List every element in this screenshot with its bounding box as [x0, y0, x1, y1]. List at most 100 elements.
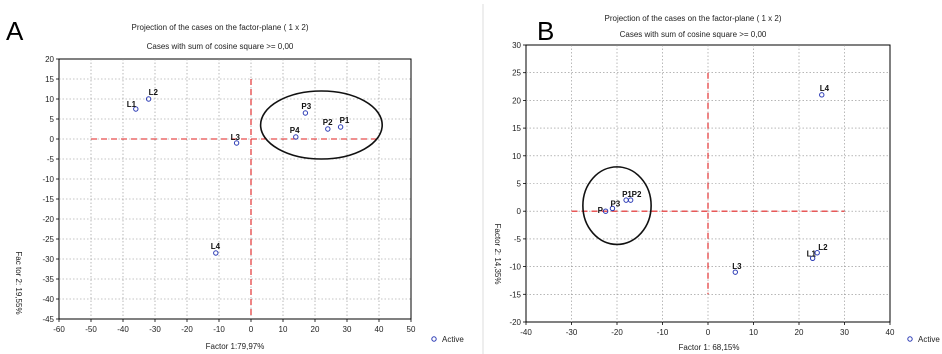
- panel-b: B Projection of the cases on the factor-…: [482, 4, 940, 354]
- panel-a-y-tick-label: -40: [42, 295, 54, 304]
- panel-a-point-p1: [337, 124, 344, 130]
- panel-a-y-tick-label: -35: [42, 275, 54, 284]
- panel-a-x-tick-label: 40: [375, 325, 384, 334]
- panel-b-y-tick-label: 10: [512, 152, 521, 161]
- panel-b-point-label-l3: L3: [732, 262, 742, 271]
- panel-a-y-tick-label: -25: [42, 235, 54, 244]
- panel-b-x-tick-label: -30: [566, 328, 578, 337]
- panel-a-x-tick-label: 0: [249, 325, 254, 334]
- panel-a-x-tick-label: -60: [53, 325, 65, 334]
- panel-b-point-label-p2: P2: [632, 190, 642, 199]
- panel-b-legend: Active: [907, 335, 940, 344]
- panel-a-point-label-p3: P3: [301, 102, 311, 111]
- panel-a-y-tick-label: 0: [50, 135, 55, 144]
- panel-a-y-tick-label: 5: [50, 115, 55, 124]
- panel-b-letter: B: [537, 16, 554, 46]
- panel-a-point-p2: [325, 126, 331, 132]
- panel-b-x-tick-label: 40: [886, 328, 895, 337]
- panel-b-point-p: [602, 208, 609, 214]
- panel-a-point-l3: [233, 140, 240, 146]
- panel-b-x-tick-label: 0: [706, 328, 711, 337]
- panel-b-y-tick-label: -5: [514, 235, 522, 244]
- panel-b-point-label-p: P: [598, 206, 604, 215]
- panel-b-x-tick-label: -20: [611, 328, 623, 337]
- panel-b-point-p2: [627, 197, 634, 203]
- panel-a-point-label-l3: L3: [231, 133, 241, 142]
- panel-b-y-tick-label: 0: [517, 207, 522, 216]
- panel-a-x-tick-label: 50: [407, 325, 416, 334]
- panel-a-legend-label: Active: [442, 335, 464, 344]
- panel-a-point-label-p1: P1: [340, 116, 350, 125]
- panel-b-y-tick-label: 30: [512, 41, 521, 50]
- panel-b-x-tick-label: -10: [657, 328, 669, 337]
- panel-a-y-tick-label: 20: [45, 55, 54, 64]
- panel-a-y-tick-label: -30: [42, 255, 54, 264]
- panel-a-group-ellipse: [259, 90, 384, 160]
- panel-a-y-axis-label: Fac tor 2: 19,55%: [14, 251, 23, 314]
- panel-a-x-tick-label: -20: [181, 325, 193, 334]
- panel-a-x-tick-label: -30: [149, 325, 161, 334]
- panel-a-y-tick-label: -45: [42, 315, 54, 324]
- panel-a-x-tick-label: 20: [311, 325, 320, 334]
- panel-b-group-ellipse: [582, 166, 652, 246]
- panel-b-reference-lines: [571, 72, 845, 295]
- panel-a-x-tick-label: 30: [343, 325, 352, 334]
- panel-a: A Projection of the cases on the factor-…: [6, 16, 464, 351]
- panel-a-point-l1: [133, 106, 139, 112]
- panel-b-tick-labels: -40 -30 -20 -10 0 10 20 30 40 -20 -15 -10 -5 0 5 10 15 20…: [509, 41, 895, 337]
- panel-a-x-axis-label: Factor 1:79,97%: [206, 342, 265, 351]
- panel-b-point-l2: [814, 250, 820, 256]
- panel-b-x-tick-label: -40: [520, 328, 532, 337]
- panel-b-point-l1: [809, 255, 816, 261]
- panel-a-point-l2: [145, 96, 152, 102]
- panel-b-x-tick-label: 30: [840, 328, 849, 337]
- panel-b-y-tick-label: 20: [512, 96, 521, 105]
- panel-b-x-axis-label: Factor 1: 68,15%: [679, 343, 740, 352]
- panel-b-y-tick-label: 15: [512, 124, 521, 133]
- panel-a-x-tick-label: -10: [213, 325, 225, 334]
- panel-b-y-tick-label: -15: [509, 290, 521, 299]
- panel-a-point-label-l1: L1: [127, 100, 137, 109]
- panel-a-legend: Active: [431, 335, 464, 344]
- panel-a-x-tick-label: -40: [117, 325, 129, 334]
- panel-a-point-label-p2: P2: [323, 118, 333, 127]
- panel-a-y-tick-label: -5: [47, 155, 55, 164]
- panel-a-reference-lines: [91, 79, 384, 319]
- panel-a-points: L1 L2 L3 L4 P1 P2 P3 P4: [127, 88, 350, 256]
- panel-a-legend-marker: [431, 336, 437, 342]
- panel-a-point-l4: [213, 250, 219, 256]
- panel-b-y-tick-label: 25: [512, 69, 521, 78]
- panel-a-point-p3: [302, 110, 309, 116]
- panel-a-point-p4: [293, 134, 299, 140]
- panel-a-subtitle: Cases with sum of cosine square >= 0,00: [147, 42, 294, 51]
- panel-b-legend-marker: [907, 336, 913, 342]
- panel-a-title: Projection of the cases on the factor-pl…: [132, 23, 309, 32]
- panel-a-y-tick-label: 10: [45, 95, 54, 104]
- panel-b-point-p3: [609, 205, 616, 212]
- panel-a-point-label-l2: L2: [149, 88, 159, 97]
- panel-a-plot-frame: [58, 58, 412, 320]
- panel-b-point-label-p3: P3: [610, 199, 620, 208]
- panel-b-x-tick-label: 10: [749, 328, 758, 337]
- panel-b-y-axis-label: Factor 2: 14,35%: [493, 224, 502, 285]
- panel-b-point-l3: [732, 269, 738, 275]
- panel-a-x-tick-label: -50: [85, 325, 97, 334]
- panel-b-y-tick-label: 5: [517, 180, 522, 189]
- panel-a-point-label-p4: P4: [290, 126, 300, 135]
- panel-b-x-tick-label: 20: [795, 328, 804, 337]
- panel-b-point-label-p1: P1: [622, 190, 632, 199]
- panel-b-y-tick-label: -20: [509, 318, 521, 327]
- panel-b-y-tick-label: -10: [509, 263, 521, 272]
- panel-a-y-tick-label: -15: [42, 195, 54, 204]
- panel-b-point-label-l4: L4: [820, 84, 830, 93]
- panel-a-y-tick-label: -10: [42, 175, 54, 184]
- panel-b-point-l4: [819, 92, 825, 98]
- panel-b-point-label-l1: L1: [807, 249, 817, 258]
- panel-b-subtitle: Cases with sum of cosine square >= 0,00: [620, 30, 767, 39]
- panel-b-title: Projection of the cases on the factor-pl…: [605, 14, 782, 23]
- panel-b-point-label-l2: L2: [818, 243, 828, 252]
- panel-a-letter: A: [6, 16, 24, 46]
- panel-a-x-tick-label: 10: [279, 325, 288, 334]
